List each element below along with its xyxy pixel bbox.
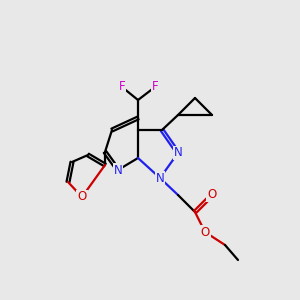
Text: F: F bbox=[152, 80, 158, 94]
Text: F: F bbox=[119, 80, 125, 94]
Text: N: N bbox=[174, 146, 182, 160]
Text: O: O bbox=[77, 190, 87, 203]
Text: N: N bbox=[114, 164, 122, 176]
Text: N: N bbox=[156, 172, 164, 184]
Text: O: O bbox=[207, 188, 217, 202]
Text: O: O bbox=[200, 226, 210, 238]
